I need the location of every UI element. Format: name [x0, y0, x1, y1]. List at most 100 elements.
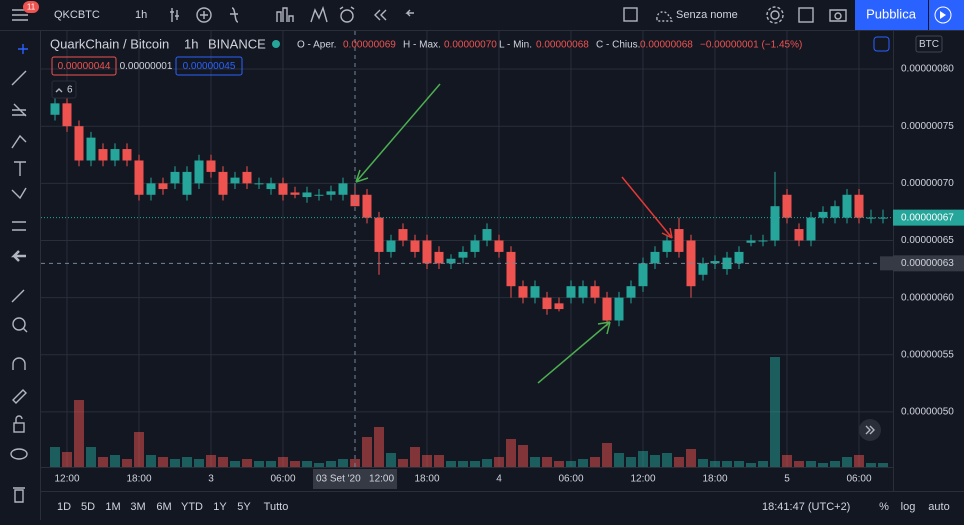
candle-body: [662, 240, 672, 252]
y-tick-label: 0.00000055: [901, 349, 954, 360]
volume-bar: [242, 459, 252, 467]
scroll-icon: [865, 425, 875, 435]
volume-bar: [566, 461, 576, 467]
buy-price[interactable]: 0.00000045: [183, 61, 236, 72]
status-dot: [272, 40, 280, 48]
crosshair-add[interactable]: [880, 256, 893, 271]
range-button[interactable]: 1Y: [213, 501, 227, 513]
crosshair-time-box: [313, 469, 397, 489]
crosshair-time-label: 03 Set '20 12:00: [316, 474, 395, 485]
volume-bar: [842, 457, 852, 467]
volume-bar: [410, 447, 420, 467]
currency[interactable]: BTC: [919, 39, 939, 50]
volume-bar: [302, 461, 312, 467]
top-bar: [0, 0, 964, 30]
x-tick-label: 18:00: [414, 474, 439, 485]
volume-bar: [686, 449, 696, 467]
candle-body: [530, 286, 540, 298]
publish-label[interactable]: Pubblica: [866, 6, 917, 21]
auto-toggle[interactable]: auto: [928, 501, 949, 513]
volume-bar: [290, 461, 300, 467]
layout-name[interactable]: Senza nome: [676, 9, 738, 21]
currency-box[interactable]: [915, 35, 943, 53]
candle-body: [494, 240, 504, 252]
candle-body: [866, 217, 876, 219]
chevron: [55, 88, 63, 93]
volume-bar: [194, 459, 204, 467]
symbol[interactable]: QKCBTC: [54, 9, 100, 21]
candle-body: [638, 263, 648, 287]
buy-box[interactable]: [175, 56, 243, 76]
candle-body: [698, 263, 708, 275]
range-button[interactable]: 5D: [81, 501, 95, 513]
indicators-toggle[interactable]: [51, 80, 77, 99]
x-tick-label: 18:00: [126, 474, 151, 485]
candle-body: [134, 160, 144, 195]
candle-body: [806, 217, 816, 241]
candle-body: [374, 217, 384, 252]
range-button[interactable]: 5Y: [237, 501, 251, 513]
badge: [23, 1, 39, 13]
range-button[interactable]: Tutto: [264, 501, 289, 513]
play-button[interactable]: [929, 0, 964, 30]
candle-body: [746, 240, 756, 243]
range-button[interactable]: 1D: [57, 501, 71, 513]
candle-body: [398, 229, 408, 241]
x-tick-label: 4: [496, 474, 502, 485]
sync-button[interactable]: [873, 36, 890, 52]
candle-body: [542, 297, 552, 310]
volume-bar: [134, 432, 144, 467]
volume-bar: [74, 400, 84, 467]
volume-bar: [122, 459, 132, 467]
volume-bar: [710, 461, 720, 467]
candle-body: [794, 229, 804, 241]
range-button[interactable]: 3M: [130, 501, 145, 513]
play-icon: [940, 11, 946, 19]
candle-body: [518, 286, 528, 298]
volume-bar: [650, 455, 660, 467]
volume-bar: [794, 461, 804, 467]
candle-body: [446, 258, 456, 264]
toolbar-icons[interactable]: [170, 5, 847, 24]
volume-bar: [434, 455, 444, 467]
volume-bar: [278, 457, 288, 467]
ohlc-value: 0.00000070: [444, 40, 497, 51]
candle-body: [278, 183, 288, 195]
candle-body: [602, 297, 612, 321]
candle-body: [62, 103, 72, 127]
ohlc-value: 0.00000069: [343, 40, 396, 51]
volume-bar: [854, 455, 864, 467]
plot: 0.00000050 0.00000055 0.00000060 0.00000065…: [41, 31, 964, 491]
range-button[interactable]: 1M: [105, 501, 120, 513]
volume-bar: [578, 459, 588, 467]
drawing-tools[interactable]: [10, 44, 28, 503]
volume-bar: [614, 453, 624, 467]
range-button[interactable]: YTD: [181, 501, 203, 513]
interval[interactable]: 1h: [135, 9, 147, 21]
sell-box[interactable]: [51, 56, 117, 76]
candle-body: [254, 183, 264, 185]
candle-body: [830, 206, 840, 218]
candle-body: [302, 192, 312, 198]
volume-bar: [422, 455, 432, 467]
volume-bar: [542, 457, 552, 467]
candle-body: [314, 194, 324, 196]
x-tick-label: 06:00: [558, 474, 583, 485]
y-tick-label: 0.00000060: [901, 292, 954, 303]
candle-body: [122, 149, 132, 161]
range-button[interactable]: 6M: [156, 501, 171, 513]
candle-body: [734, 251, 744, 264]
candle-body: [194, 160, 204, 184]
volume-bar: [398, 459, 408, 467]
sell-price[interactable]: 0.00000044: [58, 61, 111, 72]
publish-button[interactable]: [855, 0, 928, 30]
log-toggle[interactable]: log: [901, 501, 916, 513]
ohlc-value: 0.00000068: [536, 40, 589, 51]
percent-toggle[interactable]: %: [879, 501, 889, 513]
volume-bar: [530, 457, 540, 467]
candle-body: [146, 183, 156, 195]
candle-body: [422, 240, 432, 264]
ohlc-label: C - Chius.: [596, 40, 640, 51]
